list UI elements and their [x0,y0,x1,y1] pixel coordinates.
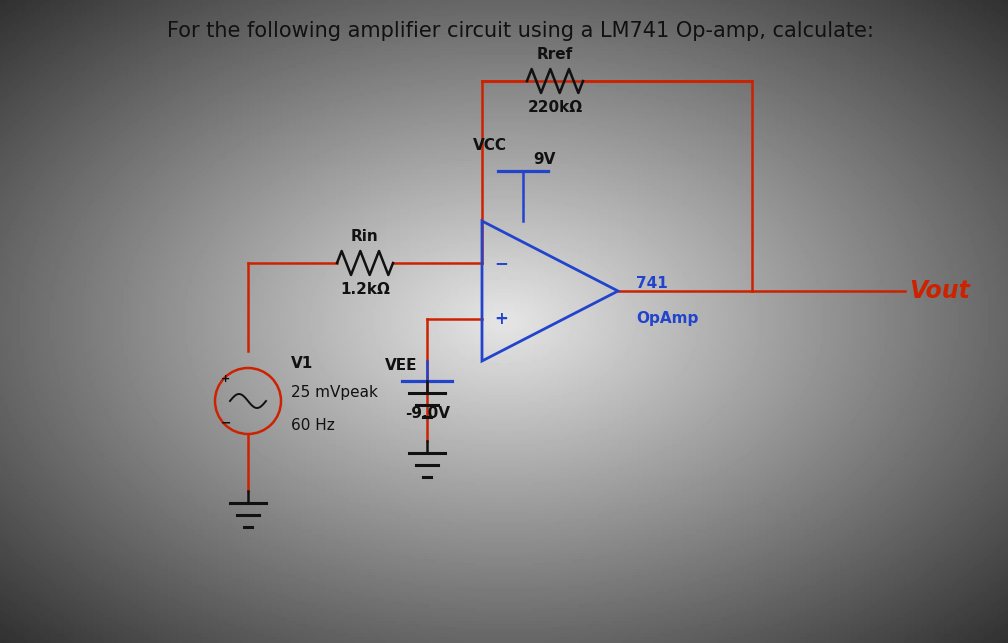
Text: OpAmp: OpAmp [636,311,699,327]
Text: 25 mVpeak: 25 mVpeak [291,386,378,401]
Text: −: − [494,254,508,272]
Text: Vout: Vout [909,279,970,303]
Text: VCC: VCC [473,138,507,153]
Text: +: + [494,310,508,328]
Text: For the following amplifier circuit using a LM741 Op-amp, calculate:: For the following amplifier circuit usin… [166,21,874,41]
Text: 1.2kΩ: 1.2kΩ [340,282,390,297]
Text: -9.0V: -9.0V [405,406,450,421]
Text: 741: 741 [636,275,667,291]
Text: 60 Hz: 60 Hz [291,419,335,433]
Text: 9V: 9V [533,152,555,167]
Text: VEE: VEE [385,358,417,373]
Text: Rin: Rin [351,229,379,244]
Text: 220kΩ: 220kΩ [527,100,583,115]
Text: Rref: Rref [537,47,574,62]
Text: V1: V1 [291,356,313,370]
Text: −: − [221,417,231,430]
Text: +: + [222,374,231,384]
